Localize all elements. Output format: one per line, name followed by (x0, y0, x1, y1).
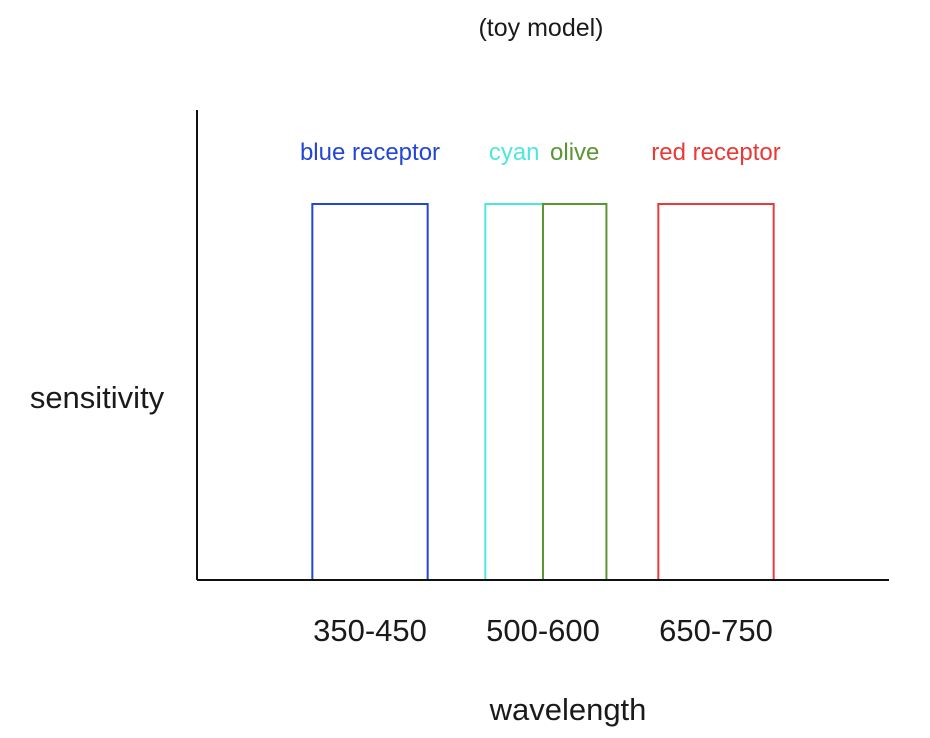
series-label-cyan: cyan (489, 139, 540, 166)
chart-title: (toy model) (478, 14, 603, 42)
x-tick-label: 650-750 (659, 613, 773, 648)
bar-olive (542, 203, 608, 581)
x-tick-label: 350-450 (313, 613, 427, 648)
bar-blue-receptor (311, 203, 429, 581)
series-label-olive: olive (550, 139, 599, 166)
bar-red-receptor (657, 203, 775, 581)
series-label-red-receptor: red receptor (651, 139, 780, 166)
plot-area: blue receptor cyan olive red receptor 350-45… (196, 110, 889, 648)
series-label-blue-receptor: blue receptor (300, 139, 440, 166)
bar-cyan (484, 203, 545, 581)
x-tick-label: 500-600 (486, 613, 600, 648)
x-axis-label: wavelength (489, 692, 647, 727)
y-axis-label: sensitivity (30, 380, 165, 415)
